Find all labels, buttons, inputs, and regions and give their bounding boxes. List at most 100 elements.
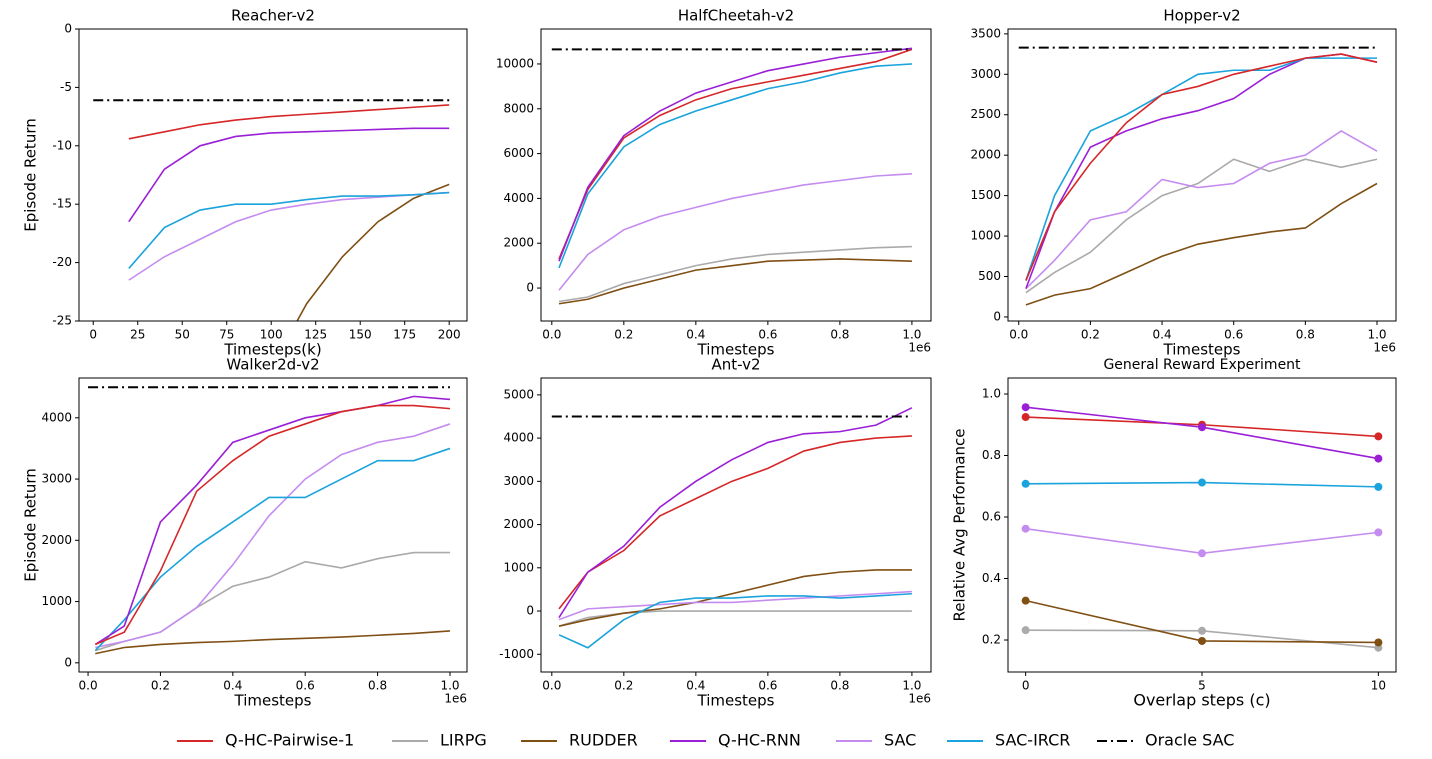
series-marker — [1021, 596, 1030, 605]
series-marker — [1021, 403, 1030, 412]
y-tick-label: -10 — [52, 138, 72, 152]
series-marker — [1374, 638, 1383, 647]
chart-title: HalfCheetah-v2 — [678, 7, 794, 25]
series-line — [558, 245, 912, 303]
panel: Walker2d-v2 0.0 0.2 0.4 0.6 0.8 1.0 0 1000 2000 30… — [22, 356, 468, 710]
x-tick-label: 0.8 — [830, 679, 849, 693]
y-tick-label: 0.4 — [982, 571, 1001, 585]
x-offset-label: 1e6 — [908, 692, 931, 706]
y-tick-label: 0.6 — [982, 510, 1001, 524]
y-tick-label: 1000 — [970, 229, 1001, 243]
plot-area — [1018, 46, 1378, 306]
series-line — [1025, 129, 1378, 290]
x-axis-label: Timesteps — [697, 692, 775, 710]
series-line — [94, 447, 451, 652]
x-tick-label: 0.0 — [542, 328, 561, 342]
series-line — [558, 590, 912, 621]
series-line — [95, 630, 451, 655]
x-tick-label: 0.2 — [1081, 328, 1100, 342]
x-tick-label: 1.0 — [902, 679, 921, 693]
legend-label: LIRPG — [440, 731, 487, 750]
y-tick-label: 0 — [64, 22, 72, 36]
y-tick-label: 4000 — [503, 431, 534, 445]
chart-title: Ant-v2 — [711, 356, 760, 374]
series-line — [558, 47, 913, 262]
axes-frame — [78, 377, 468, 673]
y-tick-label: 2000 — [970, 148, 1001, 162]
x-tick-label: 0.8 — [368, 679, 387, 693]
series-line — [558, 407, 913, 618]
legend-label: SAC — [884, 731, 916, 750]
y-tick-label: 10000 — [496, 56, 534, 70]
series-line — [1025, 182, 1378, 306]
x-tick-label: 0.0 — [1009, 328, 1028, 342]
plot-area — [1021, 403, 1383, 652]
series-line — [128, 127, 450, 223]
x-axis-label: Timesteps(k) — [223, 341, 321, 359]
panel: Hopper-v2 0.0 0.2 0.4 0.6 0.8 1.0 0 500 1000 1500 2… — [970, 7, 1397, 359]
x-offset-label: 1e6 — [908, 341, 931, 355]
y-tick-label: 3500 — [970, 26, 1001, 40]
axes-frame — [540, 28, 932, 322]
y-tick-label: 0 — [526, 281, 534, 295]
y-tick-label: 3000 — [970, 67, 1001, 81]
x-tick-label: 200 — [438, 328, 461, 342]
panel: Ant-v2 0.0 0.2 0.4 0.6 0.8 1.0 -1000 0 1000 2000 30… — [499, 356, 932, 710]
series-line — [1025, 53, 1378, 289]
legend-label: Oracle SAC — [1145, 731, 1234, 750]
y-tick-label: 3000 — [503, 474, 534, 488]
y-axis-label: Episode Return — [22, 118, 40, 231]
panel: General Reward Experiment 0 5 10 0.2 0.4 0.6 0.… — [951, 357, 1397, 710]
y-tick-label: 0 — [64, 655, 72, 669]
y-tick-label: 3000 — [41, 472, 72, 486]
y-tick-label: -20 — [52, 255, 72, 269]
series-line — [95, 423, 451, 649]
y-tick-label: 1000 — [503, 560, 534, 574]
chart-title: General Reward Experiment — [1103, 357, 1301, 373]
x-tick-label: 0 — [1022, 679, 1030, 693]
x-tick-label: 1.0 — [440, 679, 459, 693]
y-tick-label: 2000 — [503, 517, 534, 531]
y-tick-label: 5000 — [503, 387, 534, 401]
series-line — [1025, 57, 1378, 281]
x-tick-label: 0.8 — [1296, 328, 1315, 342]
chart-title: Hopper-v2 — [1163, 7, 1240, 25]
x-tick-label: 0.4 — [1153, 328, 1172, 342]
series-line — [558, 258, 912, 305]
y-axis-label: Episode Return — [22, 468, 40, 581]
y-tick-label: -5 — [60, 80, 72, 94]
series-line — [558, 592, 912, 649]
x-tick-label: 0.6 — [296, 679, 315, 693]
y-tick-label: 2000 — [41, 533, 72, 547]
x-tick-label: 0.0 — [79, 679, 98, 693]
y-tick-label: 2000 — [503, 236, 534, 250]
y-tick-label: 0 — [993, 309, 1001, 323]
y-tick-label: 500 — [978, 269, 1001, 283]
plot-area — [551, 47, 913, 305]
series-line — [1025, 599, 1379, 644]
series-marker — [1374, 528, 1383, 537]
x-tick-label: 0 — [89, 328, 97, 342]
series-line — [94, 395, 451, 646]
legend-label: Q-HC-RNN — [718, 731, 801, 750]
x-axis-label: Timesteps — [697, 341, 775, 359]
x-tick-label: 0.8 — [830, 328, 849, 342]
series-marker — [1198, 478, 1206, 487]
series-line — [558, 48, 913, 260]
series-marker — [1021, 524, 1030, 533]
legend-label: SAC-IRCR — [995, 731, 1070, 750]
y-tick-label: 6000 — [503, 146, 534, 160]
x-offset-label: 1e6 — [1373, 341, 1396, 355]
x-tick-label: 10 — [1371, 679, 1386, 693]
series-line — [558, 172, 912, 291]
x-tick-label: 125 — [304, 328, 327, 342]
series-line — [558, 569, 912, 627]
y-tick-label: -1000 — [499, 647, 534, 661]
series-line — [1025, 158, 1378, 294]
x-axis-label: Timesteps — [234, 692, 312, 710]
series-line — [558, 63, 912, 269]
x-tick-label: 5 — [1198, 679, 1206, 693]
x-tick-label: 75 — [219, 328, 234, 342]
series-marker — [1198, 636, 1206, 645]
